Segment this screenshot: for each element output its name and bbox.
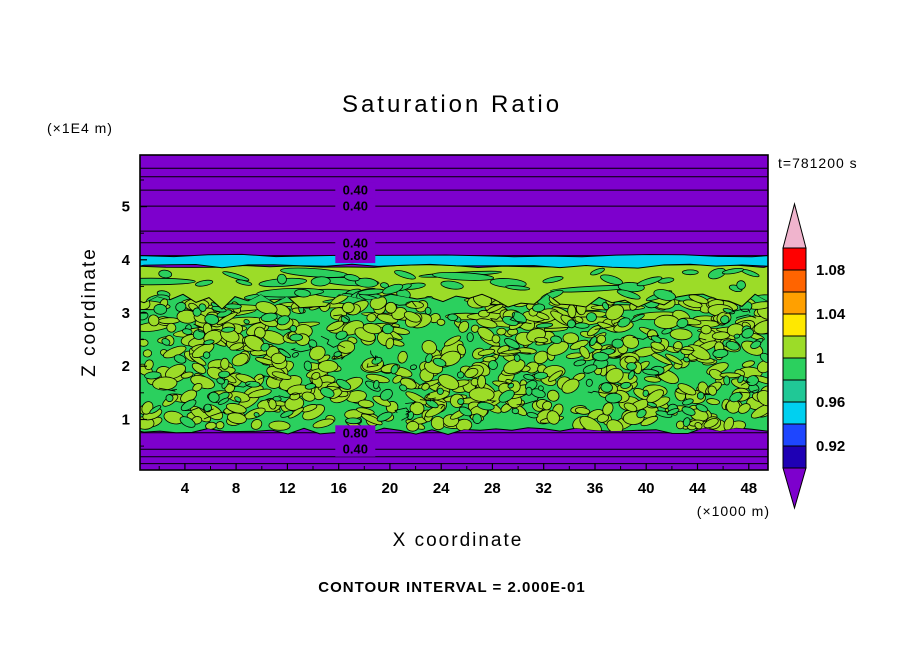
y-tick-label: 4 bbox=[122, 252, 131, 269]
y-axis-label: Z coordinate bbox=[79, 247, 100, 377]
colorbar-tick-label: 1 bbox=[816, 350, 824, 367]
colorbar-segment bbox=[782, 313, 807, 337]
y-tick-label: 2 bbox=[122, 358, 130, 375]
colorbar-segment bbox=[782, 379, 807, 403]
contour-interval-caption: CONTOUR INTERVAL = 2.000E-01 bbox=[318, 579, 585, 596]
colorbar-segment bbox=[782, 269, 807, 293]
plot-title: Saturation Ratio bbox=[342, 91, 562, 118]
colorbar: 1.08 1.04 1 0.96 0.92 bbox=[782, 202, 846, 510]
colorbar-over-arrow bbox=[782, 202, 807, 249]
x-tick-label: 4 bbox=[181, 480, 190, 497]
contour-label: 0.40 bbox=[343, 442, 368, 457]
contour-labels: 0.400.400.400.800.800.40 bbox=[335, 182, 376, 457]
y-tick-label: 1 bbox=[122, 412, 130, 429]
contour-label: 0.80 bbox=[343, 248, 368, 263]
x-tick-label: 16 bbox=[330, 480, 347, 497]
y-tick-label: 5 bbox=[122, 199, 130, 216]
colorbar-segment bbox=[782, 291, 807, 315]
colorbar-segment bbox=[782, 401, 807, 425]
colorbar-segment bbox=[782, 423, 807, 447]
plot-area: 0.400.400.400.800.800.40 bbox=[140, 155, 768, 470]
cyan-band bbox=[140, 253, 768, 269]
time-annotation: t=781200 s bbox=[778, 155, 858, 171]
y-tick-label: 3 bbox=[122, 305, 130, 322]
x-tick-label: 32 bbox=[535, 480, 552, 497]
colorbar-tick-label: 0.92 bbox=[816, 438, 845, 455]
contour-label: 0.40 bbox=[343, 235, 368, 250]
colorbar-segment bbox=[782, 445, 807, 469]
x-tick-label: 36 bbox=[587, 480, 604, 497]
colorbar-under-arrow bbox=[782, 467, 807, 510]
x-tick-label: 12 bbox=[279, 480, 296, 497]
band-texture bbox=[140, 267, 768, 306]
contour-label: 0.80 bbox=[343, 425, 368, 440]
x-tick-label: 44 bbox=[689, 480, 706, 497]
contour-label: 0.40 bbox=[343, 183, 368, 198]
colorbar-tick-label: 1.04 bbox=[816, 306, 846, 323]
x-tick-label: 24 bbox=[433, 480, 450, 497]
colorbar-segment bbox=[782, 357, 807, 381]
x-axis-label: X coordinate bbox=[393, 530, 524, 551]
x-tick-label: 48 bbox=[740, 480, 757, 497]
x-axis-unit-label: (×1000 m) bbox=[697, 503, 770, 519]
contour-label: 0.40 bbox=[343, 199, 368, 214]
y-axis-unit-label: (×1E4 m) bbox=[47, 120, 113, 136]
colorbar-segment bbox=[782, 335, 807, 359]
x-tick-label: 28 bbox=[484, 480, 501, 497]
x-tick-label: 20 bbox=[382, 480, 399, 497]
colorbar-segment bbox=[782, 247, 807, 271]
x-tick-label: 40 bbox=[638, 480, 655, 497]
colorbar-tick-label: 0.96 bbox=[816, 394, 845, 411]
x-tick-label: 8 bbox=[232, 480, 240, 497]
colorbar-tick-label: 1.08 bbox=[816, 262, 845, 279]
